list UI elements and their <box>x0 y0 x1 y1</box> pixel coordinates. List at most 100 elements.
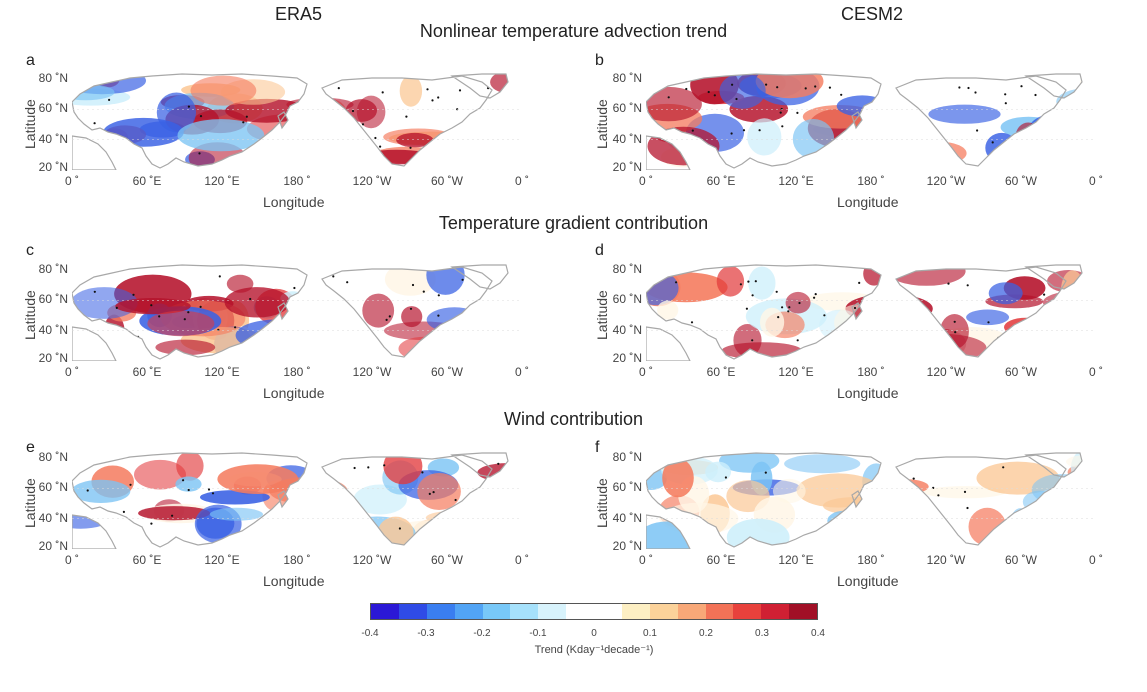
trend-field <box>72 265 508 361</box>
panel-letter-a: a <box>26 52 35 69</box>
ytick-label: 20 ˚N <box>38 351 68 366</box>
map-panel-a <box>72 72 522 170</box>
xtick-label: 0 ˚ <box>514 174 529 188</box>
x-axis-label: Longitude <box>263 194 325 210</box>
ytick-label: 80 ˚N <box>612 261 642 276</box>
ytick-label: 40 ˚N <box>38 510 68 525</box>
xtick-label: 0 ˚ <box>1088 174 1103 188</box>
xtick-label: 120 ˚E <box>778 174 814 188</box>
xtick-label: 120 ˚E <box>778 365 814 379</box>
ytick-label: 60 ˚N <box>38 101 68 116</box>
xtick-label: 0 ˚ <box>64 553 79 567</box>
xtick-label: 120 ˚W <box>352 174 392 188</box>
xtick-label: 120 ˚W <box>926 365 966 379</box>
colorbar-swatch <box>733 604 762 619</box>
x-axis-label: Longitude <box>837 385 899 401</box>
colorbar-swatch <box>649 604 678 619</box>
colorbar-tick-label: -0.4 <box>361 628 379 639</box>
ytick-label: 80 ˚N <box>612 70 642 85</box>
ytick-label: 20 ˚N <box>38 160 68 175</box>
panel-letter-d: d <box>595 242 604 259</box>
ytick-label: 60 ˚N <box>612 292 642 307</box>
y-axis-label: Latitude <box>594 99 610 149</box>
ytick-label: 60 ˚N <box>612 101 642 116</box>
xtick-label: 180 ˚ <box>857 174 885 188</box>
column-title-era5: ERA5 <box>275 4 323 24</box>
xtick-label: 0 ˚ <box>514 365 529 379</box>
ytick-label: 60 ˚N <box>38 480 68 495</box>
ytick-label: 20 ˚N <box>612 160 642 175</box>
xtick-label: 120 ˚E <box>204 174 240 188</box>
colorbar-tick-label: -0.2 <box>473 628 491 639</box>
ytick-label: 20 ˚N <box>612 351 642 366</box>
ytick-label: 80 ˚N <box>38 70 68 85</box>
xtick-label: 60 ˚W <box>430 174 463 188</box>
colorbar-swatch <box>510 604 539 619</box>
colorbar-tick-label: 0 <box>591 628 597 639</box>
xtick-label: 0 ˚ <box>1088 365 1103 379</box>
colorbar-swatch <box>621 604 650 619</box>
coastline <box>72 452 509 549</box>
xtick-label: 120 ˚W <box>926 553 966 567</box>
xtick-label: 60 ˚E <box>706 174 736 188</box>
colorbar-tick-label: 0.3 <box>755 628 769 639</box>
ytick-label: 20 ˚N <box>38 539 68 554</box>
xtick-label: 180 ˚ <box>283 174 311 188</box>
xtick-label: 120 ˚E <box>204 553 240 567</box>
coastline <box>72 264 509 361</box>
colorbar-swatch <box>677 604 706 619</box>
panel-letter-f: f <box>595 439 600 456</box>
xtick-label: 180 ˚ <box>283 365 311 379</box>
colorbar-swatch <box>789 604 817 619</box>
xtick-label: 120 ˚W <box>926 174 966 188</box>
xtick-label: 120 ˚E <box>778 553 814 567</box>
colorbar-swatch <box>705 604 734 619</box>
xtick-label: 60 ˚W <box>430 553 463 567</box>
colorbar-tick-label: 0.1 <box>643 628 657 639</box>
xtick-label: 120 ˚E <box>204 365 240 379</box>
map-panel-b <box>646 72 1096 170</box>
map-panel-c <box>72 263 522 361</box>
colorbar-swatch <box>371 604 399 619</box>
ytick-label: 40 ˚N <box>612 131 642 146</box>
xtick-label: 60 ˚E <box>132 365 162 379</box>
xtick-label: 0 ˚ <box>638 174 653 188</box>
ytick-label: 40 ˚N <box>612 510 642 525</box>
colorbar <box>370 603 818 620</box>
ytick-label: 80 ˚N <box>38 261 68 276</box>
ytick-label: 40 ˚N <box>38 131 68 146</box>
xtick-label: 60 ˚W <box>1004 553 1037 567</box>
coastline <box>646 264 1083 361</box>
ytick-label: 40 ˚N <box>612 322 642 337</box>
colorbar-tick-label: 0.2 <box>699 628 713 639</box>
y-axis-label: Latitude <box>22 290 38 340</box>
xtick-label: 60 ˚E <box>706 553 736 567</box>
panel-letter-b: b <box>595 52 604 69</box>
xtick-label: 60 ˚E <box>132 553 162 567</box>
xtick-label: 60 ˚E <box>132 174 162 188</box>
xtick-label: 60 ˚W <box>430 365 463 379</box>
panel-letter-c: c <box>26 242 34 259</box>
colorbar-tick-label: -0.3 <box>417 628 435 639</box>
xtick-label: 0 ˚ <box>64 174 79 188</box>
map-panel-e <box>72 451 522 549</box>
colorbar-swatch <box>454 604 483 619</box>
colorbar-swatch <box>761 604 790 619</box>
coastline <box>646 73 1083 170</box>
y-axis-label: Latitude <box>22 478 38 528</box>
xtick-label: 0 ˚ <box>64 365 79 379</box>
ytick-label: 40 ˚N <box>38 322 68 337</box>
y-axis-label: Latitude <box>22 99 38 149</box>
xtick-label: 180 ˚ <box>857 553 885 567</box>
xtick-label: 0 ˚ <box>638 553 653 567</box>
xtick-label: 60 ˚E <box>706 365 736 379</box>
row-title-nonlinear: Nonlinear temperature advection trend <box>419 21 728 41</box>
xtick-label: 60 ˚W <box>1004 365 1037 379</box>
xtick-label: 60 ˚W <box>1004 174 1037 188</box>
coastline <box>72 73 509 170</box>
colorbar-swatch <box>398 604 427 619</box>
colorbar-swatch <box>482 604 511 619</box>
y-axis-label: Latitude <box>594 290 610 340</box>
map-panel-f <box>646 451 1096 549</box>
colorbar-swatch <box>426 604 455 619</box>
